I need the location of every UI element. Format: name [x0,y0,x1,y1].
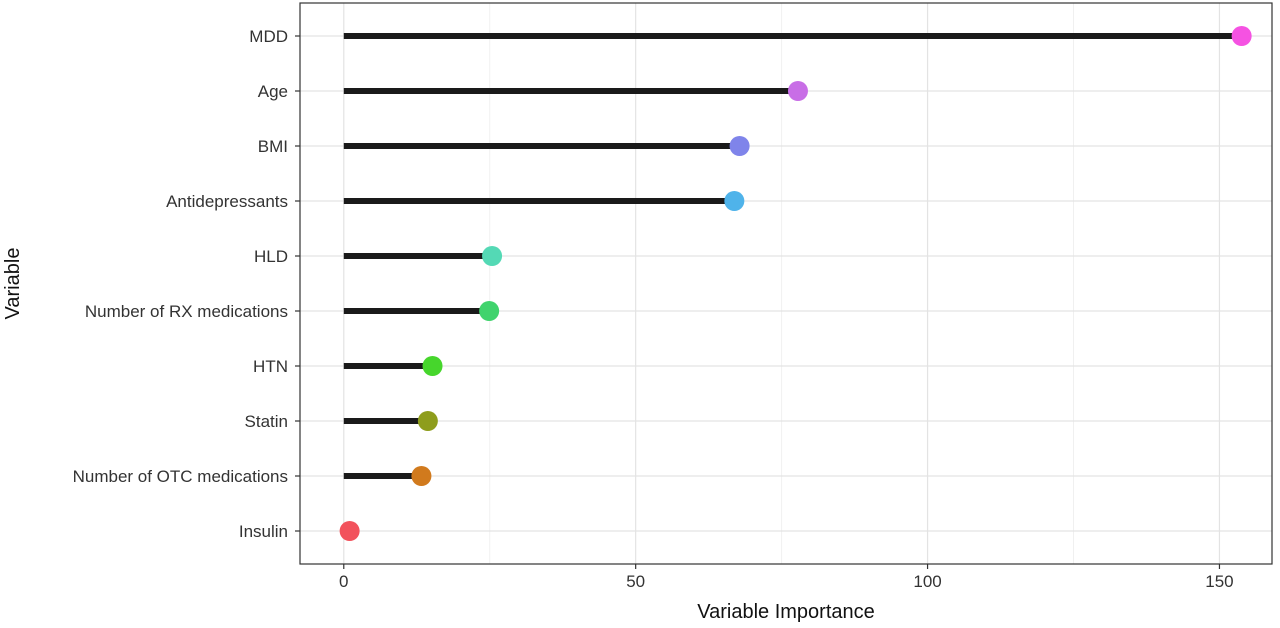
point-5 [479,301,500,321]
point-6 [422,356,443,376]
point-9 [339,521,360,541]
plot-panel-border [299,2,1273,565]
x-axis-title: Variable Importance [697,601,875,623]
point-8 [411,466,432,486]
point-7 [417,411,438,431]
y-tick-label: Number of OTC medications [73,467,288,486]
x-tick-label: 0 [339,572,348,591]
y-tick-label: Insulin [239,522,288,541]
lollipop-stems [343,33,1242,534]
x-tick-label: 50 [626,572,645,591]
y-tick-label: Number of RX medications [85,302,288,321]
point-1 [787,81,808,101]
point-2 [729,136,750,156]
plot-panel-background [300,3,1272,564]
lollipop-points [339,26,1252,541]
x-axis-ticks: 0 50 100 150 [339,564,1234,591]
y-axis-title: Variable [2,248,24,320]
y-tick-label: BMI [258,137,288,156]
y-tick-label: MDD [249,27,288,46]
point-3 [724,191,745,211]
y-tick-label: Antidepressants [166,192,288,211]
y-axis-ticks: MDD Age BMI Antidepressants HLD Number of RX … [73,27,300,541]
minor-gridlines [489,3,1075,564]
point-0 [1231,26,1252,46]
y-tick-label: Age [258,82,288,101]
x-tick-label: 150 [1205,572,1233,591]
y-tick-label: HTN [253,357,288,376]
x-tick-label: 100 [913,572,941,591]
y-tick-label: HLD [254,247,288,266]
point-4 [482,246,503,266]
y-tick-label: Statin [245,412,288,431]
